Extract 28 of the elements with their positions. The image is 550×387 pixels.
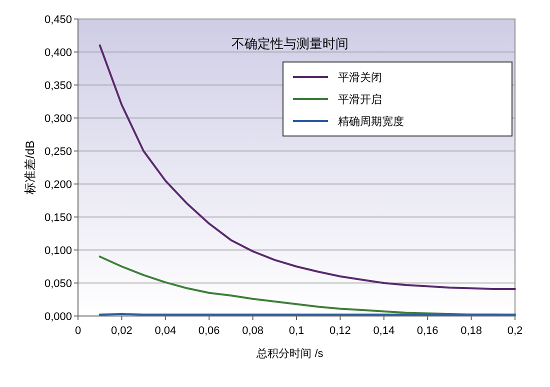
legend-label: 平滑关闭 (338, 71, 382, 84)
line-series (98, 256, 516, 316)
x-axis-title: 总积分时间 /s (256, 347, 324, 360)
y-tick-label: 0,300 (44, 113, 72, 125)
x-tick-label: 0,02 (110, 325, 132, 337)
y-tick-label: 0,200 (44, 179, 72, 191)
y-tick-label: 0,450 (44, 14, 72, 26)
y-tick-label: 0,350 (44, 80, 72, 92)
x-tick-label: 0,18 (460, 325, 482, 337)
y-tick-label: 0,100 (44, 245, 72, 257)
legend-label: 平滑开启 (338, 93, 382, 106)
y-tick-label: 0,400 (44, 47, 72, 59)
text: 不确定性与测量时间 (232, 36, 348, 51)
y-tick-label: 0,250 (44, 146, 72, 158)
x-tick-label: 0,08 (242, 325, 264, 337)
x-tick-label: 0,1 (288, 325, 304, 337)
x-tick-label: 0,2 (507, 325, 523, 337)
x-tick-label: 0,16 (416, 325, 438, 337)
x-tick-label: 0,04 (154, 325, 176, 337)
x-tick-label: 0,14 (373, 325, 395, 337)
x-tick-label: 0 (74, 325, 82, 337)
y-axis-title: 标准差/dB (23, 140, 37, 196)
y-tick-label: 0,150 (44, 212, 72, 224)
y-tick-label: 0,000 (44, 311, 72, 323)
x-tick-label: 0,06 (198, 325, 220, 337)
y-tick-label: 0,050 (44, 278, 72, 290)
legend-label: 精确周期宽度 (338, 115, 404, 128)
x-tick-label: 0,12 (329, 325, 351, 337)
